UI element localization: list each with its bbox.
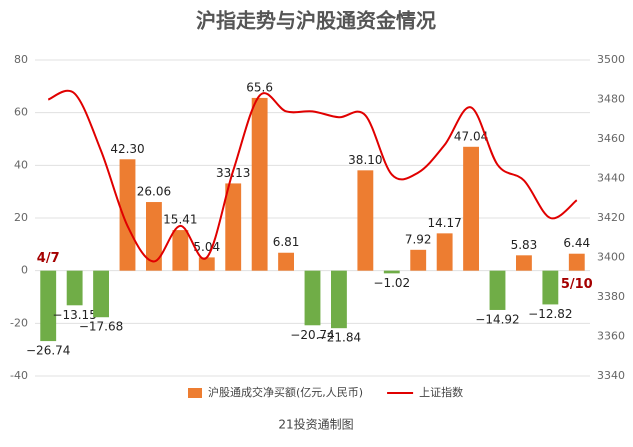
y2-tick-label: 3440 bbox=[597, 172, 625, 185]
legend-label: 上证指数 bbox=[419, 385, 463, 399]
bar bbox=[278, 252, 294, 271]
bar bbox=[542, 270, 559, 305]
data-label: −17.68 bbox=[79, 320, 123, 334]
y-tick-label: 20 bbox=[14, 211, 28, 224]
bar bbox=[331, 270, 347, 329]
y-tick-label: 80 bbox=[14, 53, 28, 66]
bar bbox=[172, 230, 189, 271]
y-tick-label: -40 bbox=[10, 369, 28, 382]
y-tick-label: 60 bbox=[14, 106, 28, 119]
data-label: −21.84 bbox=[317, 331, 361, 345]
bar bbox=[198, 257, 215, 271]
bar bbox=[146, 202, 162, 271]
bar bbox=[40, 270, 57, 342]
y2-tick-label: 3360 bbox=[597, 330, 625, 343]
bar bbox=[93, 270, 109, 318]
data-label: −14.92 bbox=[475, 312, 519, 326]
y2-tick-label: 3340 bbox=[597, 369, 625, 382]
y2-tick-label: 3420 bbox=[597, 211, 625, 224]
bar bbox=[225, 183, 242, 271]
bar bbox=[119, 159, 136, 271]
y-tick-label: -20 bbox=[10, 316, 28, 329]
bar bbox=[304, 270, 321, 326]
bar bbox=[383, 270, 400, 274]
data-label: 47.04 bbox=[454, 129, 488, 143]
bar bbox=[357, 170, 374, 271]
data-label: 7.92 bbox=[405, 232, 432, 246]
data-label: 42.30 bbox=[110, 142, 144, 156]
bar bbox=[436, 233, 453, 271]
bar bbox=[66, 270, 83, 306]
y2-tick-label: 3460 bbox=[597, 132, 625, 145]
data-label: −1.02 bbox=[373, 276, 410, 290]
data-label: −13.15 bbox=[52, 308, 96, 322]
data-label: −26.74 bbox=[26, 344, 70, 358]
bar bbox=[463, 146, 479, 271]
legend-swatch bbox=[188, 388, 202, 398]
bar bbox=[568, 253, 585, 271]
y2-tick-label: 3500 bbox=[597, 53, 625, 66]
data-label: 5.83 bbox=[511, 238, 538, 252]
data-label: 38.10 bbox=[348, 153, 382, 167]
y2-tick-label: 3480 bbox=[597, 93, 625, 106]
data-label: −20.74 bbox=[290, 328, 334, 342]
bar bbox=[251, 97, 268, 271]
legend-label: 沪股通成交净买额(亿元,人民币) bbox=[208, 385, 363, 399]
y-tick-label: 40 bbox=[14, 158, 28, 171]
data-label: 6.44 bbox=[563, 236, 590, 250]
data-label: 26.06 bbox=[137, 185, 171, 199]
data-label: 6.81 bbox=[273, 235, 300, 249]
bar bbox=[410, 249, 427, 271]
line bbox=[47, 89, 578, 263]
y2-tick-label: 3380 bbox=[597, 290, 625, 303]
data-label: 14.17 bbox=[427, 216, 461, 230]
data-label: −12.82 bbox=[528, 307, 572, 321]
footer: 21投资通制图 bbox=[278, 417, 353, 432]
chart-title: 沪指走势与沪股通资金情况 bbox=[196, 9, 436, 33]
data-label: 15.41 bbox=[163, 213, 197, 227]
y-tick-label: 0 bbox=[21, 264, 28, 277]
annotation: 4/7 bbox=[37, 251, 60, 266]
bar bbox=[489, 270, 506, 310]
data-label: 65.6 bbox=[246, 80, 273, 94]
bar bbox=[516, 255, 532, 271]
annotation: 5/10 bbox=[561, 277, 593, 292]
y2-tick-label: 3400 bbox=[597, 251, 625, 264]
